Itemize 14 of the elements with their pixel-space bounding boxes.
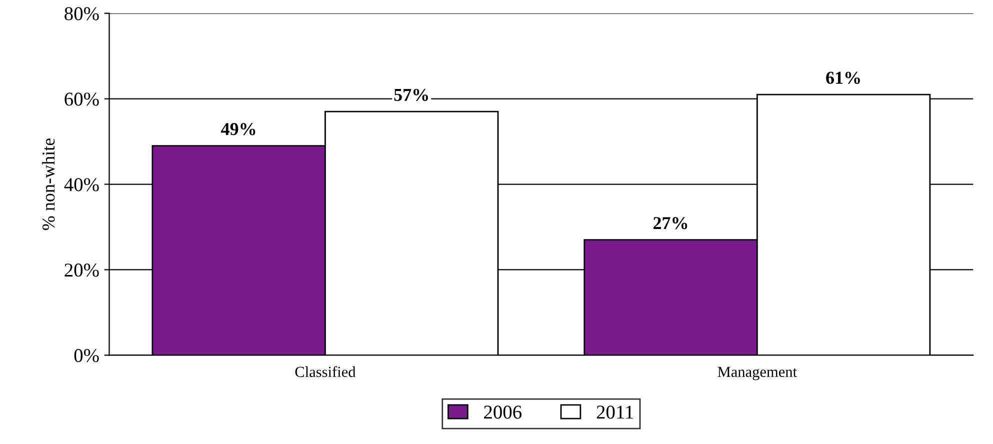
x-tick-label: Classified xyxy=(295,366,356,378)
data-label: 27% xyxy=(653,217,688,230)
y-tick-label: 80% xyxy=(64,7,99,20)
y-tick-label: 40% xyxy=(64,178,99,192)
x-tick-label: Management xyxy=(718,366,797,380)
data-label: 57% xyxy=(394,88,428,102)
y-tick-label: 60% xyxy=(64,92,99,106)
legend-label: 2006 xyxy=(484,406,522,419)
y-axis-title: % non-white xyxy=(42,138,55,230)
y-tick-label: 0% xyxy=(74,349,99,362)
data-label: 61% xyxy=(826,72,860,84)
data-label: 49% xyxy=(221,123,256,136)
y-tick-label: 20% xyxy=(64,264,99,277)
legend-label: 2011 xyxy=(596,406,633,419)
